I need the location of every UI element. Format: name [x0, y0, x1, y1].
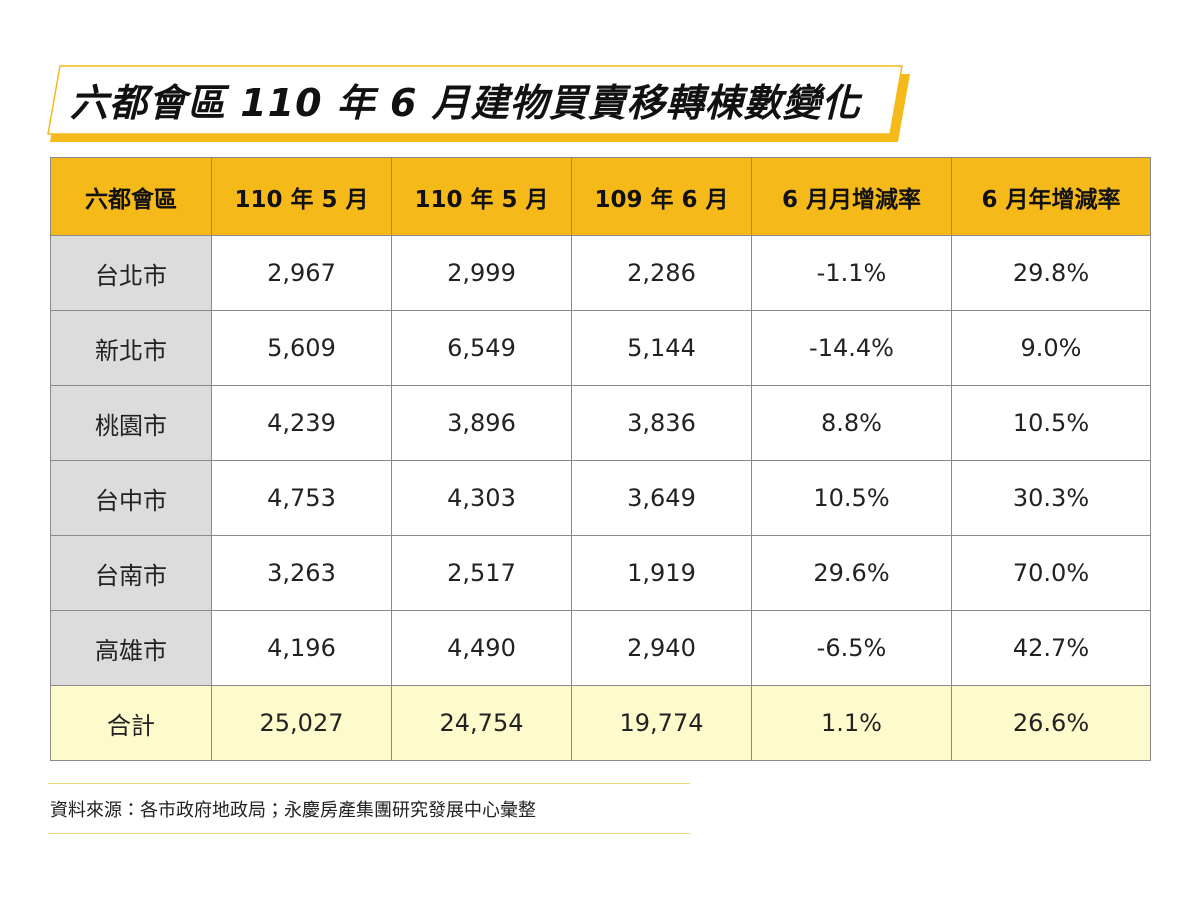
table-cell: 9.0% [951, 310, 1151, 386]
table-cell: 42.7% [951, 610, 1151, 686]
divider [48, 783, 690, 784]
title-frame [47, 65, 910, 142]
table-cell: 4,303 [391, 460, 572, 536]
column-header: 6 月年增減率 [951, 157, 1151, 236]
table-cell: -1.1% [751, 235, 952, 311]
table-cell: 10.5% [951, 385, 1151, 461]
table-cell: 3,649 [571, 460, 752, 536]
column-header: 109 年 6 月 [571, 157, 752, 236]
table-row: 台中市 4,753 4,303 3,649 10.5% 30.3% [50, 460, 1151, 536]
table-cell: 5,144 [571, 310, 752, 386]
table-cell: -14.4% [751, 310, 952, 386]
table-row: 台北市 2,967 2,999 2,286 -1.1% 29.8% [50, 235, 1151, 311]
table-cell: 4,196 [211, 610, 392, 686]
table-cell: 2,286 [571, 235, 752, 311]
row-label: 桃園市 [50, 385, 212, 461]
table-cell: 2,517 [391, 535, 572, 611]
table-row: 新北市 5,609 6,549 5,144 -14.4% 9.0% [50, 310, 1151, 386]
table-cell: 19,774 [571, 685, 752, 761]
title: 六都會區 110 年 6 月建物買賣移轉棟數變化 [70, 81, 861, 125]
divider [48, 833, 690, 834]
table-row: 桃園市 4,239 3,896 3,836 8.8% 10.5% [50, 385, 1151, 461]
table-cell: 3,836 [571, 385, 752, 461]
table-cell: 26.6% [951, 685, 1151, 761]
row-label: 台南市 [50, 535, 212, 611]
table-row: 高雄市 4,196 4,490 2,940 -6.5% 42.7% [50, 610, 1151, 686]
row-label: 台中市 [50, 460, 212, 536]
table-cell: -6.5% [751, 610, 952, 686]
table-cell: 2,967 [211, 235, 392, 311]
title-box [47, 65, 903, 135]
row-label: 合計 [50, 685, 212, 761]
table-cell: 1.1% [751, 685, 952, 761]
table-cell: 6,549 [391, 310, 572, 386]
row-label: 台北市 [50, 235, 212, 311]
column-header: 110 年 5 月 [211, 157, 392, 236]
table-cell: 25,027 [211, 685, 392, 761]
table-cell: 8.8% [751, 385, 952, 461]
table-cell: 29.6% [751, 535, 952, 611]
table-cell: 3,263 [211, 535, 392, 611]
total-row: 合計 25,027 24,754 19,774 1.1% 26.6% [50, 685, 1151, 761]
table-cell: 10.5% [751, 460, 952, 536]
table-cell: 5,609 [211, 310, 392, 386]
column-header: 110 年 5 月 [391, 157, 572, 236]
table-cell: 24,754 [391, 685, 572, 761]
row-label: 新北市 [50, 310, 212, 386]
table-cell: 4,490 [391, 610, 572, 686]
table-body: 台北市 2,967 2,999 2,286 -1.1% 29.8% 新北市 5,609 6,54… [50, 235, 1151, 761]
source-note: 資料來源：各市政府地政局；永慶房產集團研究發展中心彙整 [50, 800, 536, 821]
table-cell: 4,753 [211, 460, 392, 536]
table-cell: 2,940 [571, 610, 752, 686]
column-header: 6 月月增減率 [751, 157, 952, 236]
table-cell: 29.8% [951, 235, 1151, 311]
row-label: 高雄市 [50, 610, 212, 686]
table-cell: 4,239 [211, 385, 392, 461]
column-header: 六都會區 [50, 157, 212, 236]
table-cell: 30.3% [951, 460, 1151, 536]
table-cell: 1,919 [571, 535, 752, 611]
table-cell: 3,896 [391, 385, 572, 461]
table-cell: 70.0% [951, 535, 1151, 611]
table-cell: 2,999 [391, 235, 572, 311]
table-row: 台南市 3,263 2,517 1,919 29.6% 70.0% [50, 535, 1151, 611]
